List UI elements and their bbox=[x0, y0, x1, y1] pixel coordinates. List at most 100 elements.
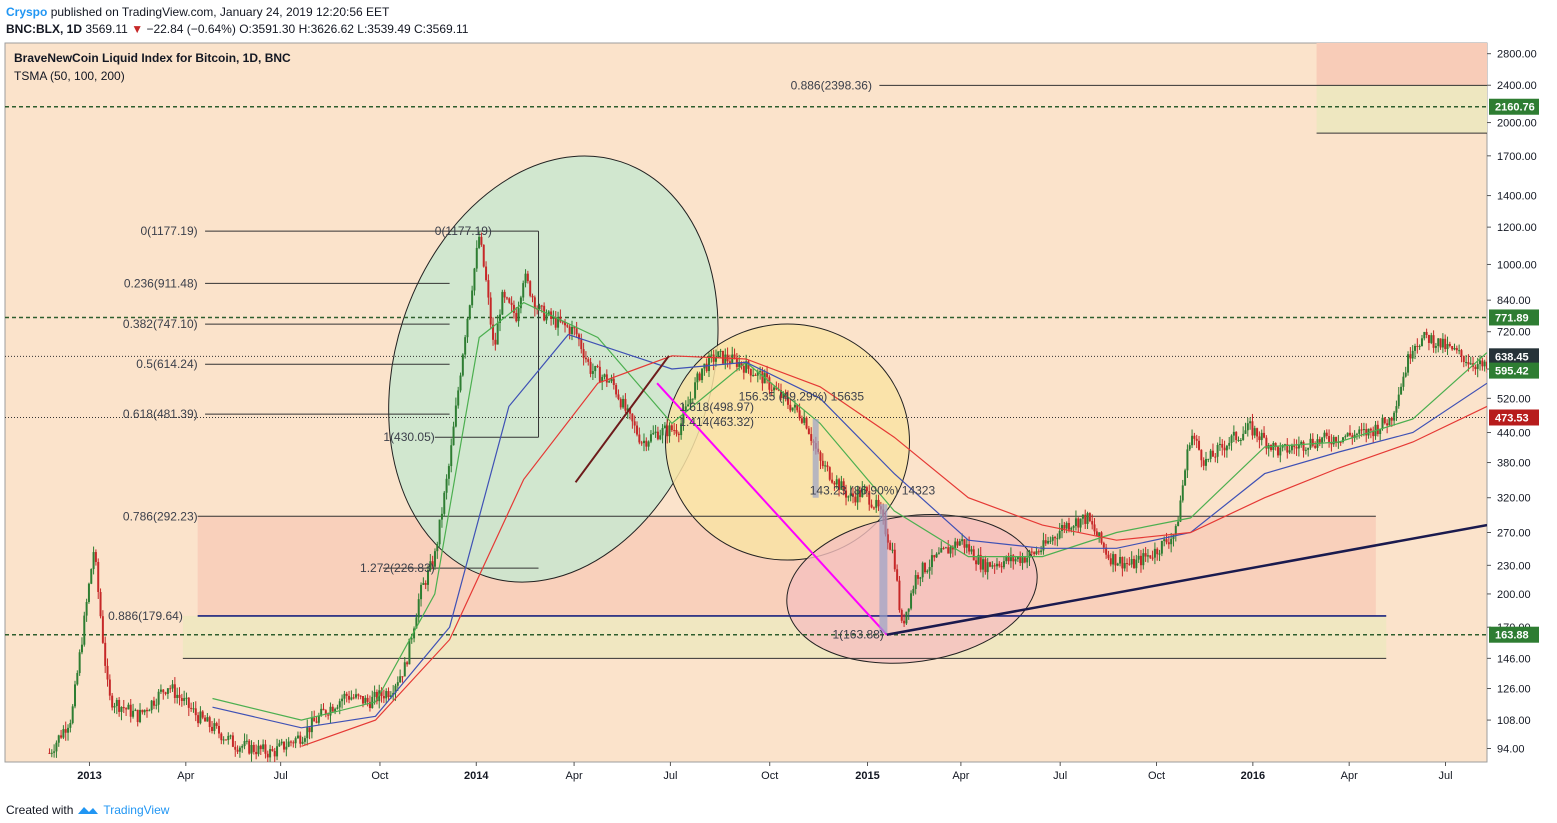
candle-body bbox=[368, 701, 371, 709]
candle-body bbox=[782, 392, 785, 398]
x-tick-label: Oct bbox=[371, 770, 388, 782]
candle-body bbox=[266, 753, 269, 758]
candle-body bbox=[159, 689, 162, 692]
y-tick-label: 440.00 bbox=[1497, 428, 1531, 440]
price-chart[interactable]: BraveNewCoin Liquid Index for Bitcoin, 1… bbox=[0, 40, 1557, 785]
candle-body bbox=[819, 452, 822, 461]
measure-label: 143.23 (86.90%) 14323 bbox=[810, 484, 936, 498]
candle-body bbox=[991, 565, 994, 567]
candle-body bbox=[691, 398, 694, 400]
candle-body bbox=[148, 710, 151, 712]
y-tick-label: 520.00 bbox=[1497, 393, 1531, 405]
candle-body bbox=[824, 465, 827, 467]
candle-body bbox=[1381, 417, 1384, 429]
x-axis: 2013 Apr Jul Oct 2014 Apr Jul Oct 2015 Apr Jul Oct 2… bbox=[77, 762, 1453, 782]
candle-body bbox=[652, 432, 655, 435]
price-badge bbox=[1489, 409, 1539, 426]
candle-body bbox=[389, 695, 392, 698]
candle-body bbox=[673, 430, 676, 432]
candle-body bbox=[1114, 554, 1117, 566]
candle-body bbox=[1054, 537, 1057, 539]
candle-body bbox=[1418, 346, 1421, 348]
candle-body bbox=[403, 662, 406, 677]
candle-body bbox=[471, 290, 474, 306]
candle-body bbox=[406, 662, 409, 665]
candle-body bbox=[917, 575, 920, 579]
candle-body bbox=[624, 398, 627, 411]
candle-body bbox=[998, 563, 1001, 567]
y-tick-label: 320.00 bbox=[1497, 493, 1531, 505]
candle-body bbox=[898, 580, 901, 611]
candle-body bbox=[459, 375, 462, 391]
candle-body bbox=[965, 544, 968, 548]
candle-body bbox=[399, 676, 402, 683]
candle-body bbox=[155, 704, 158, 706]
sma100-line bbox=[212, 333, 1487, 729]
candle-body bbox=[573, 326, 576, 329]
candle-body bbox=[487, 280, 490, 298]
candle-body bbox=[440, 513, 443, 520]
candle-body bbox=[197, 715, 200, 724]
candle-body bbox=[296, 735, 299, 739]
candle-body bbox=[547, 311, 550, 315]
candle-body bbox=[1135, 559, 1138, 569]
candle-body bbox=[610, 378, 613, 382]
candle-body bbox=[1365, 429, 1368, 436]
candle-body bbox=[587, 359, 590, 362]
candle-body bbox=[645, 440, 648, 447]
candle-body bbox=[313, 717, 316, 722]
drawing-labels: 0(1177.19) 0.236(911.48) 0.382(747.10) 0.5(… bbox=[108, 78, 935, 641]
candle-body bbox=[222, 739, 225, 741]
drawings[interactable] bbox=[574, 355, 1487, 636]
tradingview-brand[interactable]: TradingView bbox=[103, 803, 170, 817]
fib-extra-label: 1(430.05) bbox=[383, 430, 434, 444]
candle-body bbox=[1256, 428, 1259, 437]
candle-body bbox=[786, 397, 789, 405]
candle-body bbox=[596, 366, 599, 368]
candle-body bbox=[1095, 531, 1098, 536]
candle-body bbox=[626, 408, 629, 411]
candle-body bbox=[791, 407, 794, 411]
candle-body bbox=[1253, 428, 1256, 436]
candle-body bbox=[861, 488, 864, 498]
candle-body bbox=[236, 749, 239, 752]
candle-body bbox=[1270, 445, 1273, 451]
candle-body bbox=[1074, 518, 1077, 527]
candle-body bbox=[1469, 363, 1472, 365]
candle-body bbox=[617, 394, 620, 400]
candle-body bbox=[1411, 350, 1414, 359]
y-tick-label: 380.00 bbox=[1497, 458, 1531, 470]
candle-body bbox=[294, 738, 297, 744]
price-badge-label: 2160.76 bbox=[1495, 102, 1535, 114]
publish-line: Cryspo published on TradingView.com, Jan… bbox=[6, 4, 468, 21]
candle-body bbox=[1402, 376, 1405, 387]
candle-body bbox=[94, 552, 97, 562]
candle-body bbox=[708, 355, 711, 372]
y-tick-label: 108.00 bbox=[1497, 715, 1531, 727]
candle-body bbox=[1416, 345, 1419, 347]
price-badge-label: 595.42 bbox=[1495, 366, 1529, 378]
candle-body bbox=[947, 547, 950, 554]
candle-body bbox=[773, 387, 776, 391]
candle-body bbox=[401, 676, 404, 678]
candle-body bbox=[1158, 553, 1161, 555]
candle-body bbox=[55, 742, 58, 752]
candle-body bbox=[603, 374, 606, 377]
candle-body bbox=[392, 692, 395, 696]
candle-body bbox=[989, 562, 992, 567]
candle-body bbox=[171, 684, 174, 689]
candle-body bbox=[348, 695, 351, 700]
candle-body bbox=[152, 700, 155, 706]
candle-body bbox=[710, 354, 713, 356]
x-tick-label: Apr bbox=[566, 770, 583, 782]
candles bbox=[48, 231, 1487, 762]
candle-body bbox=[308, 727, 311, 733]
candle-body bbox=[642, 440, 645, 444]
author-link[interactable]: Cryspo bbox=[6, 5, 48, 19]
symbol-label: BNC:BLX, 1D bbox=[6, 22, 83, 36]
candle-body bbox=[1151, 557, 1154, 559]
candle-body bbox=[60, 735, 63, 738]
x-tick-label: Apr bbox=[1341, 770, 1358, 782]
candle-body bbox=[252, 744, 255, 752]
candle-body bbox=[1065, 522, 1068, 529]
